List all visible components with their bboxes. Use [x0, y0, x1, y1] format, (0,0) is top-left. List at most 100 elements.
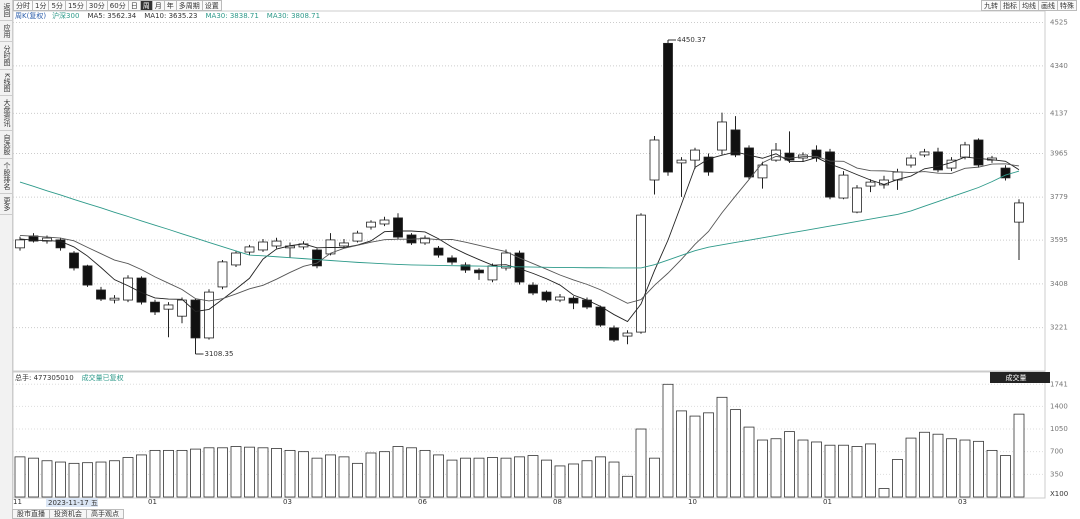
side-tab[interactable]: 大盘资讯: [0, 96, 12, 131]
candle-body: [271, 240, 282, 247]
volume-panel: [12, 371, 1046, 499]
candle-body: [960, 144, 970, 158]
period-tab[interactable]: 1分: [32, 0, 50, 11]
volume-bar: [797, 439, 809, 498]
volume-bar: [635, 428, 647, 498]
ma-line: [19, 151, 1020, 323]
volume-bar: [568, 463, 579, 498]
footer-tab[interactable]: 股市直播: [12, 509, 50, 519]
candle-body: [82, 265, 93, 286]
volume-bar: [271, 448, 282, 498]
period-tab[interactable]: 30分: [85, 0, 108, 11]
volume-bar: [109, 460, 120, 498]
candle-body: [919, 151, 930, 156]
volume-bar: [190, 448, 201, 498]
volume-tick-label: 1050: [1050, 425, 1068, 433]
volume-bar: [122, 457, 134, 498]
x-tick-label: 01: [823, 498, 832, 506]
side-tab[interactable]: 更多: [0, 194, 12, 215]
volume-bar: [1013, 413, 1025, 498]
volume-tick-label: 1741: [1050, 380, 1068, 388]
period-tab[interactable]: 60分: [106, 0, 129, 11]
side-tab[interactable]: 应用: [0, 21, 12, 42]
volume-bar: [163, 449, 174, 498]
candle-body: [366, 221, 376, 228]
sidebar: 返回 应用 分时图 K线图 大盘资讯 自选股 个股排名 更多: [0, 0, 13, 519]
volume-bar: [68, 462, 80, 498]
candle-body: [528, 284, 538, 294]
ma-legend: MA30: 3838.71: [206, 12, 259, 20]
tool-button[interactable]: 均线: [1019, 0, 1039, 11]
period-tab[interactable]: 分时: [13, 0, 33, 11]
ma-legend: MA30: 3808.71: [267, 12, 320, 20]
side-tab[interactable]: K线图: [0, 70, 12, 96]
candle-body: [96, 289, 106, 300]
candle-body: [244, 246, 255, 253]
candle-body: [42, 237, 52, 242]
candle-body: [69, 252, 79, 269]
footer-tab[interactable]: 高手观点: [86, 509, 124, 519]
volume-title: 总手: 477305010: [15, 373, 74, 382]
volume-bar: [487, 457, 498, 498]
side-tab[interactable]: 返回: [0, 0, 12, 21]
volume-bar: [581, 460, 593, 498]
volume-bar: [554, 465, 566, 498]
volume-bar: [959, 439, 971, 498]
candle-body: [663, 42, 673, 173]
period-tab[interactable]: 设置: [201, 0, 222, 11]
volume-bar: [622, 475, 633, 498]
period-toolbar: 分时 1分 5分 15分 30分 60分日周月年多周期 设置: [13, 0, 222, 11]
candle-body: [555, 296, 565, 301]
volume-bar: [865, 443, 876, 498]
volume-bar: [500, 457, 512, 498]
tool-button[interactable]: 画线: [1038, 0, 1058, 11]
ma-line: [19, 155, 1020, 304]
candle-body: [150, 301, 160, 313]
candle-body: [730, 129, 741, 156]
volume-bar: [784, 431, 795, 498]
candle-body: [352, 232, 363, 242]
footer-tab[interactable]: 投资机会: [49, 509, 87, 519]
candle-body: [231, 252, 241, 266]
tool-button[interactable]: 特殊: [1057, 0, 1077, 11]
candle-body: [676, 159, 687, 164]
candle-body: [636, 214, 646, 333]
volume-unit: X100: [1050, 490, 1068, 498]
candle-body: [487, 265, 498, 281]
volume-bar: [217, 447, 228, 498]
candle-body: [379, 219, 390, 225]
footer-tabs: 股市直播 投资机会 高手观点: [12, 509, 124, 519]
volume-bar: [851, 446, 863, 498]
y-tick-label: 4137: [1050, 109, 1068, 117]
candle-body: [190, 299, 201, 339]
volume-bar: [716, 396, 728, 498]
indicator-box[interactable]: [990, 372, 1050, 383]
volume-bar: [446, 459, 458, 498]
volume-bar: [689, 415, 701, 498]
side-tab[interactable]: 自选股: [0, 131, 12, 159]
volume-bar: [676, 410, 687, 498]
subtitle: 沪深300: [52, 11, 79, 20]
tool-button[interactable]: 九转: [981, 0, 1001, 11]
volume-bar: [379, 451, 390, 498]
side-tab[interactable]: 分时图: [0, 42, 12, 70]
ma-legend: MA10: 3635.23: [144, 12, 197, 20]
volume-bar: [298, 451, 309, 498]
volume-bar: [703, 412, 714, 498]
volume-bar: [55, 461, 66, 498]
volume-bar: [338, 456, 350, 498]
period-tab[interactable]: 多周期: [175, 0, 203, 11]
volume-bar: [14, 456, 26, 498]
volume-bar: [743, 426, 755, 498]
candle-body: [703, 156, 714, 173]
volume-bar: [1000, 455, 1011, 498]
volume-bar: [419, 449, 431, 498]
period-tab[interactable]: 5分: [48, 0, 66, 11]
tool-button[interactable]: 指标: [1000, 0, 1020, 11]
period-tab[interactable]: 15分: [64, 0, 87, 11]
x-tick-label: 10: [688, 498, 697, 506]
indicator-label[interactable]: 成交量: [1006, 373, 1027, 382]
price-panel: [12, 10, 1046, 372]
volume-tick-label: 1400: [1050, 402, 1068, 410]
side-tab[interactable]: 个股排名: [0, 159, 12, 194]
